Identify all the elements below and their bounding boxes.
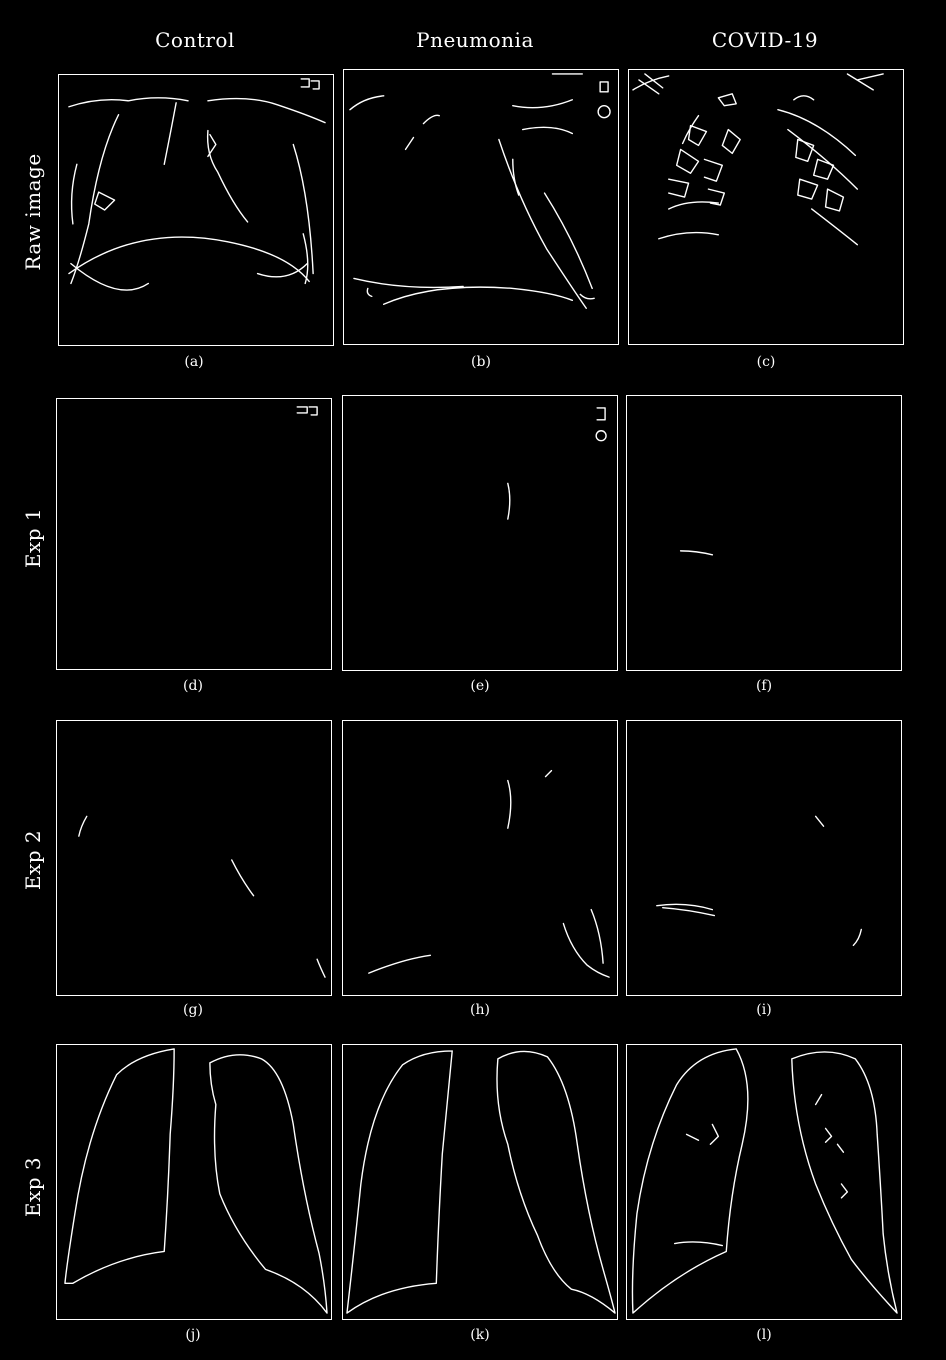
caption-l: (l) bbox=[756, 1327, 772, 1343]
edge-map bbox=[78, 815, 326, 978]
caption-d: (d) bbox=[183, 678, 203, 694]
row-label-exp-3: Exp 3 bbox=[21, 1156, 45, 1218]
panel-c-covid-raw bbox=[628, 69, 904, 345]
panel-i-covid-exp2 bbox=[626, 720, 902, 996]
caption-c: (c) bbox=[756, 354, 776, 370]
edge-map bbox=[631, 1048, 898, 1314]
edge-map bbox=[349, 73, 611, 309]
panel-l-covid-exp3 bbox=[626, 1044, 902, 1320]
column-header-control: Control bbox=[155, 28, 235, 52]
row-label-raw-image: Raw image bbox=[21, 153, 45, 271]
caption-h: (h) bbox=[470, 1002, 490, 1018]
edge-map bbox=[507, 407, 607, 520]
panel-a-control-raw bbox=[58, 74, 334, 346]
edge-map bbox=[368, 769, 610, 978]
caption-e: (e) bbox=[470, 678, 490, 694]
panel-b-pneumonia-raw bbox=[343, 69, 619, 345]
caption-a: (a) bbox=[184, 354, 204, 370]
caption-g: (g) bbox=[183, 1002, 203, 1018]
edge-map bbox=[296, 406, 318, 416]
row-label-exp-1: Exp 1 bbox=[21, 507, 45, 569]
caption-j: (j) bbox=[185, 1327, 201, 1343]
edge-map bbox=[64, 1048, 328, 1314]
edge-map bbox=[679, 550, 714, 556]
panel-e-pneumonia-exp1 bbox=[342, 395, 618, 671]
edge-map bbox=[632, 73, 884, 246]
caption-k: (k) bbox=[470, 1327, 490, 1343]
column-header-pneumonia: Pneumonia bbox=[416, 28, 534, 52]
panel-g-control-exp2 bbox=[56, 720, 332, 996]
caption-b: (b) bbox=[471, 354, 491, 370]
column-header-covid19: COVID-19 bbox=[711, 28, 819, 52]
row-label-exp-2: Exp 2 bbox=[21, 829, 45, 891]
panel-d-control-exp1 bbox=[56, 398, 332, 670]
edge-map bbox=[656, 815, 862, 947]
panel-f-covid-exp1 bbox=[626, 395, 902, 671]
caption-i: (i) bbox=[756, 1002, 772, 1018]
panel-h-pneumonia-exp2 bbox=[342, 720, 618, 996]
panel-j-control-exp3 bbox=[56, 1044, 332, 1320]
panel-k-pneumonia-exp3 bbox=[342, 1044, 618, 1320]
caption-f: (f) bbox=[755, 678, 773, 694]
edge-map bbox=[68, 78, 326, 291]
edge-map bbox=[346, 1050, 616, 1314]
